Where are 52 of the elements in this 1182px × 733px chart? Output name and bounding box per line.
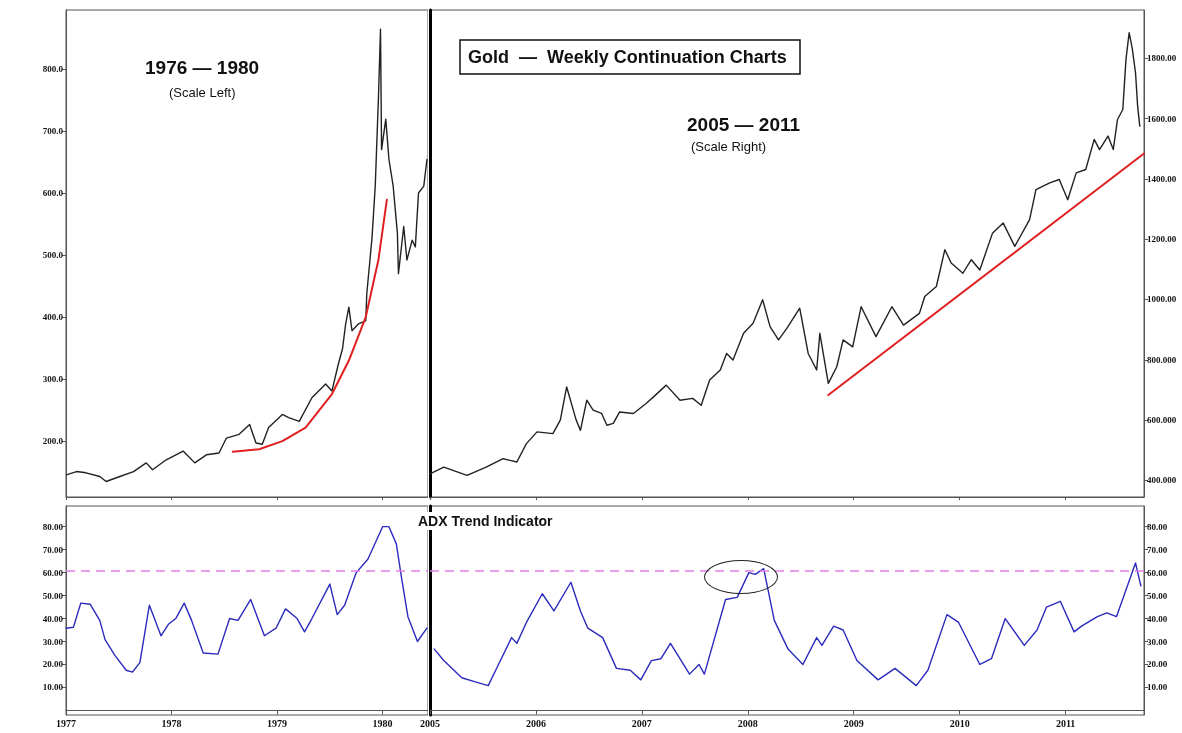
annotation: 2005 — 2011: [687, 114, 801, 135]
annotation: 1976 — 1980: [145, 57, 260, 78]
y-tick-label: 1400.00: [1147, 173, 1177, 184]
y-tick-label: 30.00: [1147, 636, 1168, 647]
y-tick-label: 80.00: [1147, 521, 1168, 532]
y-tick-label: 800.0: [42, 63, 64, 74]
y-tick-label: 50.00: [42, 590, 64, 601]
y-tick-label: 20.00: [1147, 659, 1168, 670]
x-tick-label: 2011: [1055, 717, 1076, 729]
text: Gold — Weekly Continuation Charts: [468, 47, 787, 67]
annotation: (Scale Left): [169, 85, 236, 100]
x-tick-label: 1978: [161, 717, 182, 729]
y-tick-label: 1800.00: [1147, 53, 1177, 64]
y-tick-label: 1200.00: [1147, 234, 1177, 245]
y-tick-label: 1600.00: [1147, 113, 1177, 124]
y-tick-label: 600.0: [42, 188, 64, 199]
y-tick-label: 700.0: [42, 125, 64, 136]
x-tick-label: 2009: [843, 717, 864, 729]
y-tick-label: 600.000: [1147, 415, 1177, 426]
line-series: [231, 198, 388, 453]
y-tick-label: 40.00: [42, 613, 64, 624]
y-tick-label: 300.0: [42, 374, 64, 385]
y-tick-label: 80.00: [42, 521, 64, 532]
y-tick-label: 10.00: [42, 682, 64, 693]
y-tick-label: 800.000: [1147, 354, 1177, 365]
line-series: [433, 562, 1142, 687]
y-tick-label: 500.0: [42, 250, 64, 261]
y-tick-label: 70.00: [42, 544, 64, 555]
y-tick-label: 400.0: [42, 312, 64, 323]
x-tick-label: 2008: [737, 717, 758, 729]
x-tick-label: 2006: [525, 717, 546, 729]
y-tick-label: 200.0: [42, 436, 64, 447]
x-tick-label: 1977: [56, 717, 76, 729]
line-series: [66, 28, 428, 483]
x-tick-label: 2007: [631, 717, 652, 729]
x-tick-label: 1979: [267, 717, 288, 729]
x-tick-label: 2010: [949, 717, 970, 729]
y-tick-label: 10.00: [1147, 682, 1168, 693]
y-tick-label: 1000.00: [1147, 294, 1177, 305]
y-tick-label: 40.00: [1147, 613, 1168, 624]
x-tick-label: 1980: [372, 717, 393, 729]
annotation: (Scale Right): [691, 139, 767, 154]
y-tick-label: 60.00: [42, 567, 64, 578]
y-tick-label: 400.000: [1147, 475, 1177, 486]
x-tick-label: 2005: [420, 717, 440, 729]
y-tick-label: 20.00: [42, 659, 64, 670]
annotation: ADX Trend Indicator: [418, 513, 554, 529]
line-series: [429, 31, 1141, 476]
y-tick-label: 50.00: [1147, 590, 1168, 601]
y-tick-label: 70.00: [1147, 544, 1168, 555]
y-tick-label: 30.00: [42, 636, 64, 647]
y-tick-label: 60.00: [1147, 567, 1168, 578]
